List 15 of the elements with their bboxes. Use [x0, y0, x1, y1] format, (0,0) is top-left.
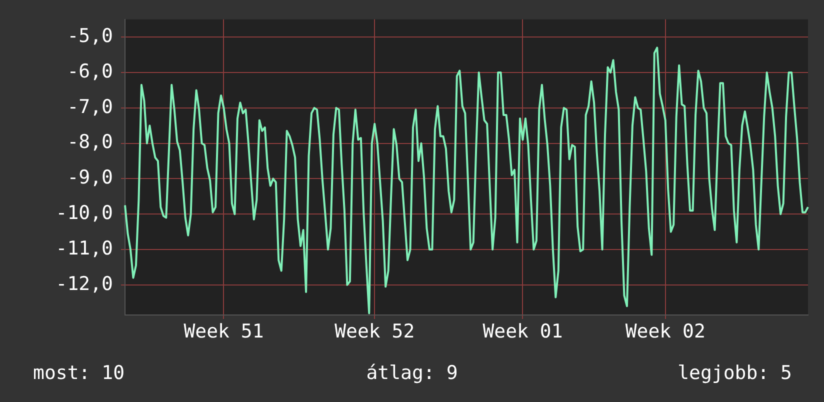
x-tick-label: Week 02: [625, 320, 706, 342]
text: legjobb: 5: [678, 362, 792, 384]
y-tick-label: -11,0: [56, 237, 113, 260]
y-tick-label: -12,0: [56, 272, 113, 295]
x-tick-label: Week 51: [184, 320, 264, 342]
y-tick-label: -6,0: [67, 60, 113, 82]
text: átlag: 9: [366, 362, 458, 384]
y-tick-label: -8,0: [67, 131, 113, 154]
y-tick-label: -9,0: [67, 166, 113, 189]
text: most: 10: [33, 362, 125, 384]
y-tick-label: -10,0: [56, 202, 113, 224]
x-tick-label: Week 01: [482, 320, 563, 342]
y-tick-label: -7,0: [67, 96, 113, 118]
x-tick-label: Week 52: [334, 320, 415, 342]
y-tick-label: -5,0: [67, 25, 113, 48]
